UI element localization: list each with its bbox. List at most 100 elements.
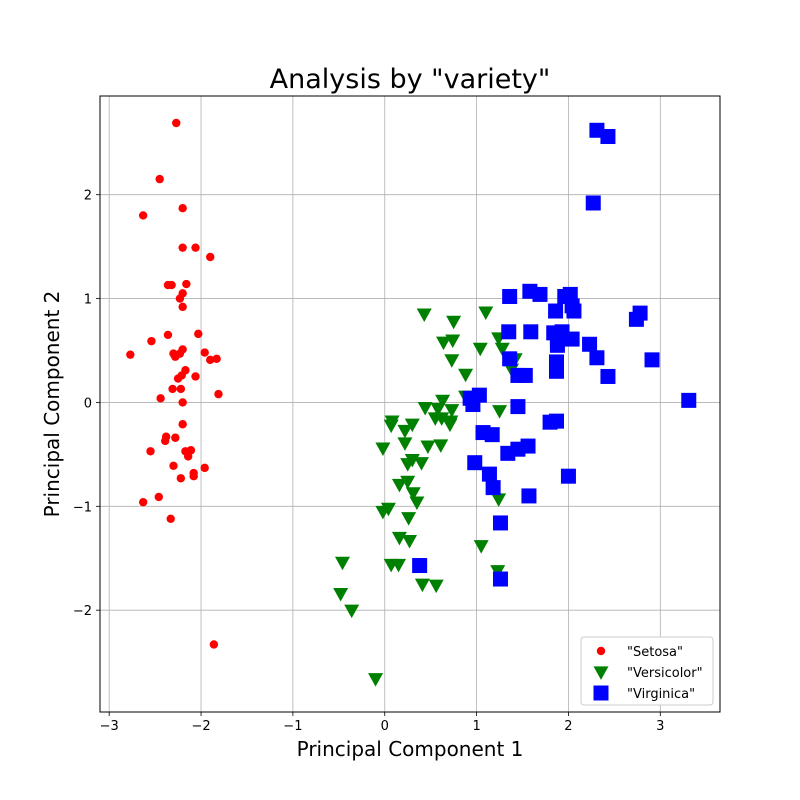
setosa-point xyxy=(163,330,173,340)
versicolor-point xyxy=(436,336,452,351)
plot-frame xyxy=(99,95,721,713)
axis-ticks: −3 −2 −1 0 1 2 3 −2 −1 0 1 2 xyxy=(73,189,665,734)
virginica-point xyxy=(481,466,497,482)
versicolor-point xyxy=(416,308,432,323)
x-axis-label: Principal Component 1 xyxy=(297,737,524,761)
versicolor-point xyxy=(442,418,458,433)
virginica-point xyxy=(628,311,644,327)
setosa-point xyxy=(183,452,193,461)
setosa-point xyxy=(175,294,185,303)
y-tick-label: 0 xyxy=(84,396,92,411)
x-tick-label: −1 xyxy=(283,719,302,734)
versicolor-point xyxy=(430,403,446,417)
setosa-point xyxy=(171,352,180,361)
setosa-point xyxy=(126,350,135,359)
setosa-point xyxy=(173,374,183,383)
setosa-point xyxy=(147,336,156,346)
setosa-point xyxy=(214,389,223,399)
versicolor-point xyxy=(368,673,384,687)
grid-lines xyxy=(100,96,720,712)
setosa-point xyxy=(154,492,163,502)
versicolor-point xyxy=(344,604,360,619)
versicolor-point xyxy=(494,342,510,357)
virginica-point xyxy=(467,455,483,471)
setosa-point xyxy=(178,398,187,407)
virginica-point xyxy=(548,303,564,319)
x-tick-label: 2 xyxy=(564,719,572,734)
virginica-point xyxy=(532,286,548,302)
setosa-point xyxy=(155,174,164,184)
versicolor-point xyxy=(435,394,451,409)
y-axis-label: Principal Component 2 xyxy=(40,291,64,518)
setosa-point xyxy=(178,203,187,213)
setosa-point xyxy=(194,329,203,339)
versicolor-point xyxy=(404,418,420,433)
setosa-point xyxy=(171,433,180,442)
virginica-point xyxy=(517,367,533,383)
versicolor-point xyxy=(397,437,413,451)
versicolor-point xyxy=(478,306,494,320)
versicolor-point xyxy=(397,424,413,439)
virginica-point xyxy=(566,303,582,319)
setosa-point xyxy=(191,243,200,252)
versicolor-point xyxy=(400,458,416,472)
y-tick-label: 1 xyxy=(84,293,92,308)
virginica-point xyxy=(485,480,501,496)
virginica-point xyxy=(502,288,518,304)
versicolor-point xyxy=(334,556,350,571)
y-tick-label: −1 xyxy=(73,500,92,515)
x-tick-label: 3 xyxy=(656,719,664,734)
virginica-point xyxy=(562,286,578,302)
virginica-point xyxy=(521,488,537,504)
versicolor-point xyxy=(444,354,460,368)
setosa-point xyxy=(156,394,165,403)
virginica-point xyxy=(501,324,517,340)
setosa-point xyxy=(178,420,187,429)
setosa-point xyxy=(178,302,187,312)
setosa-point xyxy=(182,279,191,289)
versicolor-point xyxy=(458,368,474,383)
setosa-point xyxy=(161,436,170,446)
versicolor-point xyxy=(409,496,425,511)
virginica-point xyxy=(600,368,616,384)
virginica-point xyxy=(681,392,697,408)
setosa-point xyxy=(169,461,178,471)
x-tick-label: 1 xyxy=(472,719,480,734)
virginica-point xyxy=(510,399,526,415)
virginica-point xyxy=(492,515,508,531)
setosa-point xyxy=(167,280,176,290)
setosa-point xyxy=(209,640,219,649)
setosa-point xyxy=(200,348,209,357)
virginica-point xyxy=(412,558,428,574)
versicolor-point xyxy=(492,405,508,419)
virginica-point xyxy=(582,336,598,352)
versicolor-point xyxy=(401,512,417,526)
versicolor-point xyxy=(472,342,488,357)
versicolor-point xyxy=(491,493,507,507)
setosa-point xyxy=(191,372,200,381)
virginica-point xyxy=(465,397,481,413)
legend-box xyxy=(580,636,714,706)
versicolor-point xyxy=(383,419,399,434)
virginica-point xyxy=(564,331,580,347)
legend: "Setosa" "Versicolor" "Virginica" xyxy=(580,636,714,706)
setosa-point xyxy=(138,497,148,507)
x-tick-label: 0 xyxy=(381,719,389,734)
setosa-point xyxy=(206,355,215,365)
setosa-point xyxy=(200,463,209,473)
versicolor-point xyxy=(473,540,489,554)
versicolor-point xyxy=(414,578,430,593)
x-tick-label: −3 xyxy=(100,719,119,734)
legend-label-setosa: "Setosa" xyxy=(627,645,683,660)
versicolor-point xyxy=(444,404,460,418)
virginica-point xyxy=(644,352,660,368)
versicolor-point xyxy=(413,457,429,471)
versicolor-point xyxy=(333,587,349,602)
legend-marker-setosa xyxy=(596,646,606,656)
y-tick-label: 2 xyxy=(84,189,92,204)
y-tick-label: −2 xyxy=(73,604,92,619)
versicolor-point xyxy=(391,558,407,573)
setosa-point xyxy=(146,447,155,456)
versicolor-point xyxy=(375,442,391,457)
